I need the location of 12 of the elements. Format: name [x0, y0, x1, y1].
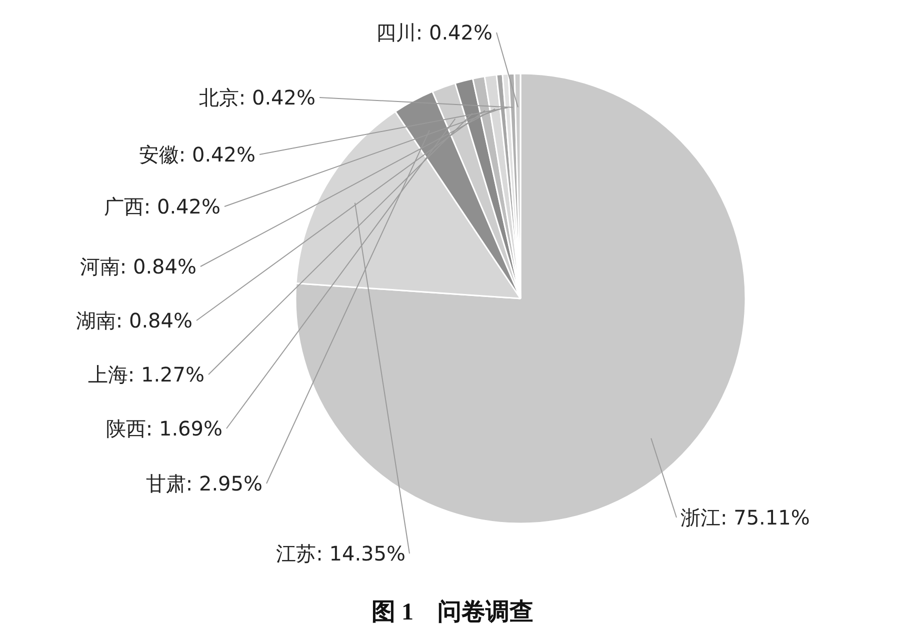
slice-label: 四川: 0.42% [376, 20, 493, 44]
text: 图 1 问卷调查 [372, 598, 534, 626]
slice-label: 甘肃: 2.95% [146, 472, 263, 496]
slice-label: 安徽: 0.42% [138, 142, 256, 166]
slice-label: 北京: 0.42% [198, 86, 316, 110]
slice-label: 广西: 0.42% [104, 194, 221, 218]
slice-label: 陕西: 1.69% [106, 416, 223, 440]
slice-label: 浙江: 75.11% [680, 506, 810, 530]
slice-label: 河南: 0.84% [80, 254, 197, 278]
slice-label: 江苏: 14.35% [276, 542, 406, 566]
slice-label: 湖南: 0.84% [76, 308, 193, 332]
slice-label: 上海: 1.27% [88, 362, 205, 386]
